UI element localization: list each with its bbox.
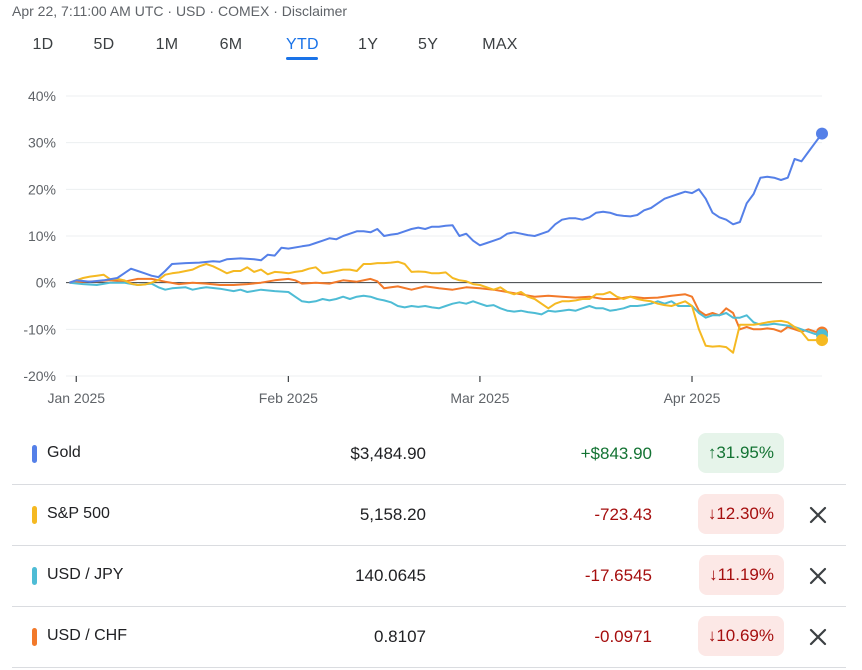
comparison-line-chart: 40% 30% 20% 10% 0% -10% -20% Jan 2025 Feb 2025 Ma… — [23, 88, 828, 406]
tab-5d[interactable]: 5D — [93, 36, 115, 53]
row-change: +$843.90 — [580, 444, 652, 463]
separator: · — [273, 3, 278, 19]
row-pct-badge: ↓12.30% — [697, 494, 784, 534]
comparison-row-usd-jpy[interactable]: USD / JPY 140.0645 -17.6545 ↓11.19% — [12, 546, 846, 607]
y-tick-label: 40% — [28, 88, 56, 104]
series-swatch — [32, 445, 37, 463]
tab-1d[interactable]: 1D — [32, 36, 54, 53]
tab-ytd[interactable]: YTD — [286, 34, 319, 62]
series-endpoint-dot — [816, 127, 828, 140]
row-name: Gold — [47, 444, 81, 461]
tab-5y[interactable]: 5Y — [418, 36, 439, 53]
row-pct: 12.30% — [716, 504, 774, 523]
row-divider — [12, 606, 846, 607]
row-price: 5,158.20 — [359, 505, 426, 524]
y-tick-label: 10% — [28, 228, 56, 244]
row-name: S&P 500 — [47, 505, 110, 522]
separator: · — [209, 3, 215, 19]
comparison-row-usd-chf[interactable]: USD / CHF 0.8107 -0.0971 ↓10.69% — [12, 607, 846, 668]
y-tick-label: -10% — [23, 321, 56, 337]
series-line — [69, 133, 823, 284]
separator: · — [167, 3, 173, 19]
y-tick-label: 30% — [28, 135, 56, 151]
tab-1m[interactable]: 1M — [155, 36, 179, 53]
y-tick-label: 0% — [36, 275, 56, 291]
tab-6m[interactable]: 6M — [219, 36, 243, 53]
close-icon — [809, 506, 827, 524]
tab-1y[interactable]: 1Y — [358, 36, 379, 53]
series-swatch — [32, 506, 37, 524]
row-name: USD / CHF — [47, 627, 127, 644]
disclaimer-link[interactable]: Disclaimer — [281, 3, 348, 19]
exchange: COMEX — [217, 3, 270, 19]
tab-max[interactable]: MAX — [482, 36, 518, 53]
row-pct: 11.19% — [717, 565, 774, 584]
y-tick-label: -20% — [23, 368, 56, 384]
remove-comparison-button[interactable] — [804, 623, 832, 651]
row-price: $3,484.90 — [350, 444, 426, 463]
close-icon — [809, 628, 827, 646]
comparison-row-gold[interactable]: Gold $3,484.90 +$843.90 ↑31.95% — [12, 424, 846, 485]
x-tick-label: Feb 2025 — [259, 390, 318, 406]
series-line — [69, 277, 823, 334]
x-tick-label: Jan 2025 — [47, 390, 105, 406]
series-line — [69, 281, 823, 336]
series-line — [69, 260, 822, 354]
series-swatch — [32, 628, 37, 646]
timestamp: Apr 22, 7:11:00 AM UTC — [12, 3, 164, 19]
remove-comparison-button[interactable] — [804, 501, 832, 529]
row-divider — [12, 545, 846, 546]
row-pct: 31.95% — [716, 443, 774, 462]
arrow-down-icon: ↓ — [707, 504, 717, 523]
x-tick-label: Apr 2025 — [664, 390, 721, 406]
series-swatch — [32, 567, 37, 585]
arrow-up-icon: ↑ — [707, 443, 717, 462]
row-price: 140.0645 — [355, 566, 426, 585]
remove-comparison-button[interactable] — [804, 562, 832, 590]
comparison-row-sp500[interactable]: S&P 500 5,158.20 -723.43 ↓12.30% — [12, 485, 846, 546]
row-price: 0.8107 — [374, 627, 426, 646]
row-pct-badge: ↑31.95% — [697, 433, 784, 473]
arrow-down-icon: ↓ — [709, 565, 718, 584]
chart-header-info: Apr 22, 7:11:00 AM UTC · USD · COMEX · D… — [12, 3, 347, 19]
row-name: USD / JPY — [47, 566, 124, 583]
x-tick-label: Mar 2025 — [450, 390, 509, 406]
row-divider — [12, 667, 846, 668]
row-divider — [12, 484, 846, 485]
row-pct-badge: ↓11.19% — [699, 555, 784, 595]
y-tick-label: 20% — [28, 181, 56, 197]
row-change: -17.6545 — [584, 566, 652, 585]
range-tabs: 1D 5D 1M 6M YTD 1Y 5Y MAX — [0, 34, 560, 64]
arrow-down-icon: ↓ — [707, 626, 717, 645]
row-change: -723.43 — [594, 505, 652, 524]
row-pct-badge: ↓10.69% — [697, 616, 784, 656]
row-change: -0.0971 — [594, 627, 652, 646]
close-icon — [809, 567, 827, 585]
row-pct: 10.69% — [716, 626, 774, 645]
series-endpoint-dot — [816, 334, 828, 347]
currency: USD — [175, 3, 206, 19]
